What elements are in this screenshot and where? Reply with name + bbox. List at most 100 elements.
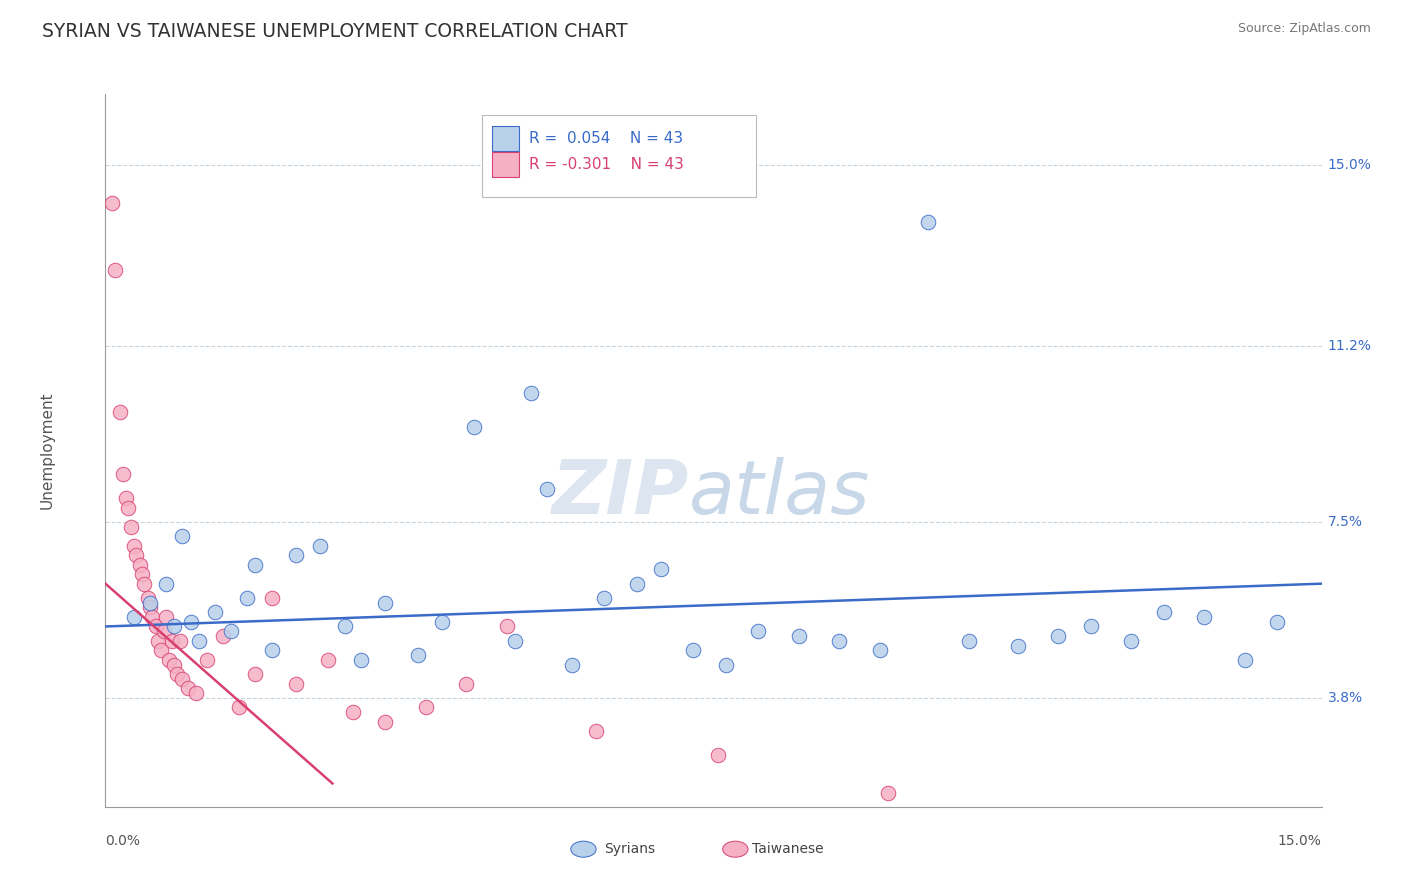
Point	[463, 419, 485, 434]
Point	[169, 633, 191, 648]
Point	[1080, 619, 1102, 633]
Point	[626, 576, 648, 591]
Point	[145, 619, 167, 633]
Point	[650, 562, 672, 576]
Point	[342, 705, 364, 719]
Point	[155, 610, 177, 624]
Text: atlas: atlas	[689, 458, 870, 529]
Point	[350, 653, 373, 667]
Point	[1233, 653, 1256, 667]
Point	[374, 596, 396, 610]
Point	[160, 633, 183, 648]
Point	[828, 633, 851, 648]
Point	[585, 724, 607, 739]
Point	[163, 657, 186, 672]
Point	[503, 633, 526, 648]
Point	[114, 491, 136, 505]
Text: SYRIAN VS TAIWANESE UNEMPLOYMENT CORRELATION CHART: SYRIAN VS TAIWANESE UNEMPLOYMENT CORRELA…	[42, 22, 628, 41]
Point	[333, 619, 356, 633]
Point	[957, 633, 980, 648]
Text: Source: ZipAtlas.com: Source: ZipAtlas.com	[1237, 22, 1371, 36]
Point	[149, 643, 172, 657]
Point	[593, 591, 616, 605]
Point	[260, 591, 283, 605]
Text: R =  0.054    N = 43: R = 0.054 N = 43	[529, 131, 683, 146]
Point	[706, 747, 728, 762]
Point	[374, 714, 396, 729]
Point	[112, 467, 135, 482]
Point	[204, 605, 226, 619]
Point	[309, 539, 332, 553]
Point	[1007, 639, 1029, 653]
Text: Unemployment: Unemployment	[39, 392, 55, 509]
Point	[495, 619, 517, 633]
Point	[122, 539, 145, 553]
Point	[172, 672, 194, 686]
Point	[104, 262, 127, 277]
Point	[747, 624, 769, 639]
Point	[536, 482, 558, 496]
Point	[260, 643, 283, 657]
Point	[1153, 605, 1175, 619]
Point	[787, 629, 810, 643]
Point	[131, 567, 153, 582]
Point	[125, 548, 148, 562]
Point	[876, 786, 898, 800]
Point	[136, 591, 159, 605]
Point	[108, 405, 131, 419]
Point	[212, 629, 235, 643]
Point	[177, 681, 200, 696]
Point	[456, 676, 478, 690]
Point	[1119, 633, 1142, 648]
Point	[1192, 610, 1215, 624]
Text: 15.0%: 15.0%	[1278, 834, 1322, 848]
Text: ZIP: ZIP	[553, 457, 689, 530]
Point	[101, 196, 124, 211]
Text: 3.8%: 3.8%	[1327, 690, 1362, 705]
Point	[245, 558, 267, 572]
Point	[682, 643, 704, 657]
Point	[415, 700, 437, 714]
Point	[172, 529, 194, 543]
Point	[520, 386, 543, 401]
Text: 11.2%: 11.2%	[1327, 339, 1372, 353]
Text: 0.0%: 0.0%	[105, 834, 141, 848]
Point	[117, 500, 139, 515]
Point	[917, 215, 939, 229]
Point	[146, 633, 169, 648]
Point	[155, 576, 177, 591]
Point	[139, 600, 162, 615]
Point	[128, 558, 150, 572]
Text: Taiwanese: Taiwanese	[752, 842, 824, 856]
Point	[285, 548, 308, 562]
Point	[219, 624, 242, 639]
Point	[134, 576, 156, 591]
Point	[406, 648, 429, 662]
Point	[166, 667, 188, 681]
Point	[285, 676, 308, 690]
Point	[120, 519, 142, 533]
Text: R = -0.301    N = 43: R = -0.301 N = 43	[529, 157, 683, 172]
Point	[245, 667, 267, 681]
Point	[187, 633, 209, 648]
Point	[163, 619, 186, 633]
Text: 15.0%: 15.0%	[1327, 158, 1372, 172]
Point	[141, 610, 163, 624]
Point	[714, 657, 737, 672]
Text: Syrians: Syrians	[605, 842, 655, 856]
Point	[180, 615, 202, 629]
Point	[228, 700, 250, 714]
Point	[236, 591, 259, 605]
Point	[153, 624, 176, 639]
Text: 7.5%: 7.5%	[1327, 515, 1362, 529]
Point	[1047, 629, 1070, 643]
Point	[318, 653, 340, 667]
Point	[122, 610, 145, 624]
Point	[139, 596, 162, 610]
Point	[157, 653, 180, 667]
Point	[195, 653, 218, 667]
Point	[186, 686, 208, 700]
Point	[561, 657, 583, 672]
Point	[430, 615, 453, 629]
Point	[1265, 615, 1288, 629]
